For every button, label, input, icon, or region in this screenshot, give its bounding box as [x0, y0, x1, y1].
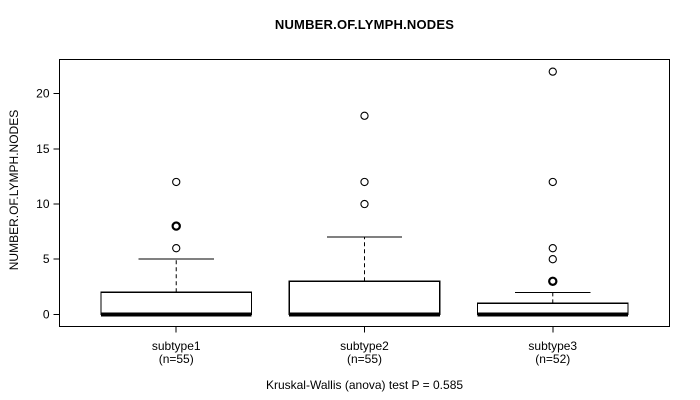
y-tick-label: 0	[43, 307, 50, 321]
y-axis-label: NUMBER.OF.LYMPH.NODES	[7, 109, 21, 271]
outlier-point	[360, 177, 369, 187]
x-tick-sublabel: (n=55)	[159, 352, 194, 366]
x-tick-sublabel: (n=52)	[535, 352, 570, 366]
stat-test-caption: Kruskal-Wallis (anova) test P = 0.585	[265, 378, 464, 392]
y-tick-label: 15	[36, 142, 50, 156]
x-tick-label: subtype2	[340, 339, 389, 353]
outlier-point	[548, 67, 557, 76]
y-tick-label: 5	[43, 252, 50, 266]
iqr-box	[288, 280, 441, 315]
outlier-point	[548, 276, 558, 286]
outlier-point	[172, 177, 181, 187]
chart-title: NUMBER.OF.LYMPH.NODES	[274, 17, 455, 32]
outlier-point	[172, 244, 181, 253]
outlier-point	[360, 111, 369, 120]
outlier-point	[548, 244, 557, 253]
x-tick-sublabel: (n=55)	[347, 352, 382, 366]
outlier-point	[548, 255, 557, 264]
y-tick-label: 20	[36, 87, 50, 101]
outlier-point	[171, 221, 181, 231]
y-tick-label: 10	[36, 197, 50, 211]
x-tick-label: subtype3	[528, 339, 577, 353]
iqr-box	[100, 291, 253, 315]
x-tick-label: subtype1	[152, 339, 201, 353]
outlier-point	[360, 199, 369, 209]
outlier-point	[548, 177, 557, 187]
